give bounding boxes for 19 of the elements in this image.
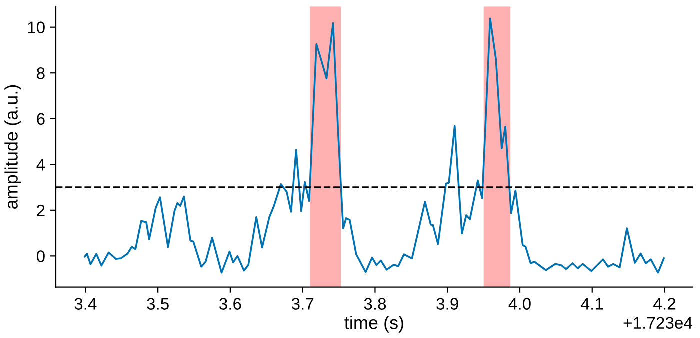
- text: +1.723e4: [624, 317, 693, 329]
- x-tick-label: 3.6: [220, 298, 242, 310]
- x-axis-title: time (s): [344, 316, 404, 333]
- line-series: [84, 18, 665, 274]
- y-tick-label: 4: [36, 159, 46, 171]
- x-tick-label: 3.8: [364, 298, 386, 310]
- y-tick-label: 8: [37, 68, 45, 80]
- x-tick-label: 3.4: [74, 298, 97, 310]
- y-tick-label: 0: [36, 250, 45, 262]
- y-tick-label: 6: [37, 113, 45, 126]
- x-tick-label: 3.9: [436, 298, 458, 310]
- y-tick-label: 10: [28, 22, 45, 34]
- x-tick-label: 4.2: [654, 298, 676, 310]
- x-tick-label: 3.5: [147, 298, 169, 310]
- x-tick-label: 4.1: [581, 298, 604, 310]
- x-tick-label: 3.7: [292, 298, 314, 310]
- x-tick-label: 4.0: [508, 298, 531, 310]
- y-axis-title: amplitude (a.u.): [4, 85, 22, 209]
- y-tick-label: 2: [37, 204, 45, 216]
